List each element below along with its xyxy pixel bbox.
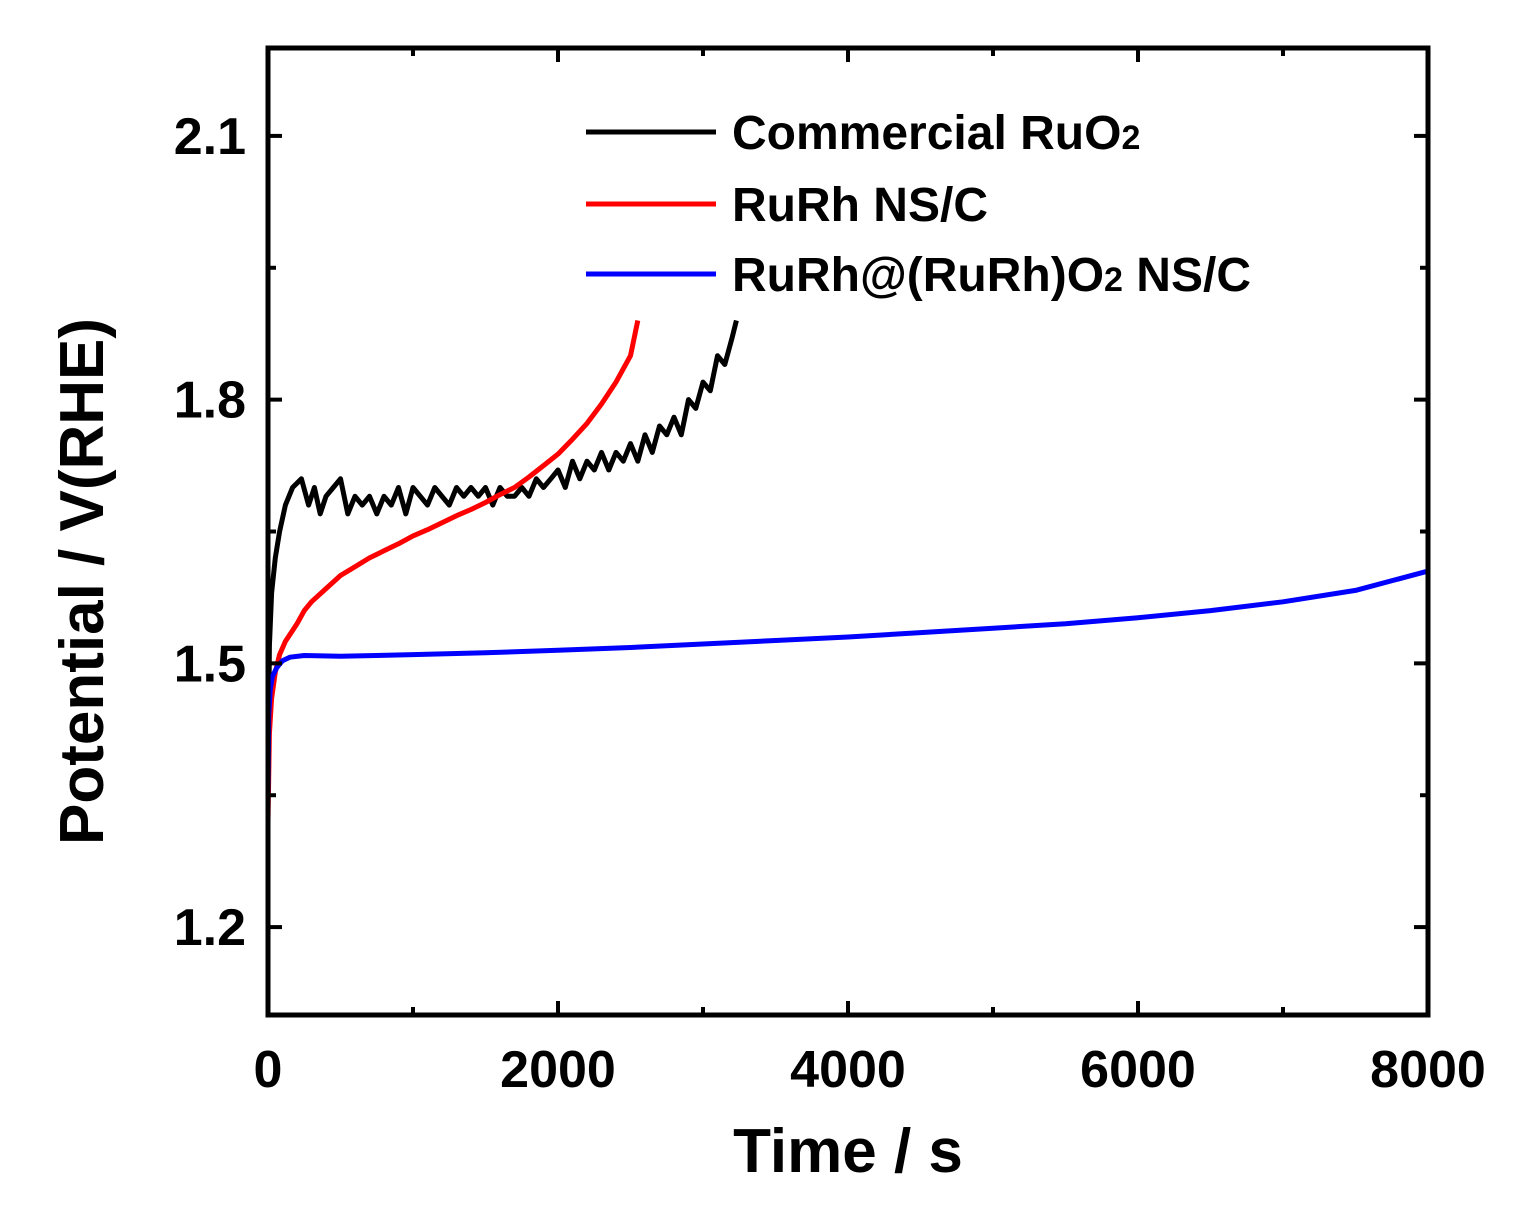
legend-label-2: RuRh NS/C (732, 179, 988, 232)
legend-label-3: RuRh@(RuRh)O2 NS/C (732, 249, 1251, 302)
x-axis-title: Time / s (733, 1117, 963, 1186)
legend-label-text: RuRh NS/C (732, 179, 988, 232)
y-tick-label: 1.2 (174, 899, 246, 957)
legend-label-text: Commercial RuO (732, 107, 1121, 160)
series-line-3 (265, 568, 1429, 805)
series-layer (265, 319, 1429, 822)
legend-label-1: Commercial RuO2 (732, 107, 1140, 160)
y-tick-label: 1.8 (174, 372, 246, 430)
legend-label-text: RuRh@(RuRh)O (732, 249, 1104, 302)
x-tick-label: 4000 (790, 1041, 906, 1099)
x-tick-label: 6000 (1080, 1041, 1196, 1099)
tick-layer: 0 2000 4000 6000 8000 1.2 1.5 1.8 2.1 (174, 48, 1486, 1099)
legend-label-suffix: NS/C (1123, 249, 1251, 302)
x-tick-label: 2000 (500, 1041, 616, 1099)
y-tick-label: 1.5 (174, 635, 246, 693)
x-tick-label: 8000 (1370, 1041, 1486, 1099)
y-axis-title: Potential / V(RHE) (48, 318, 117, 845)
y-tick-label: 2.1 (174, 108, 246, 166)
x-tick-label: 0 (254, 1041, 283, 1099)
legend-label-subscript: 2 (1121, 119, 1140, 157)
series-line-1 (265, 319, 739, 805)
series-line-2 (265, 319, 641, 822)
legend-label-subscript: 2 (1104, 261, 1123, 299)
